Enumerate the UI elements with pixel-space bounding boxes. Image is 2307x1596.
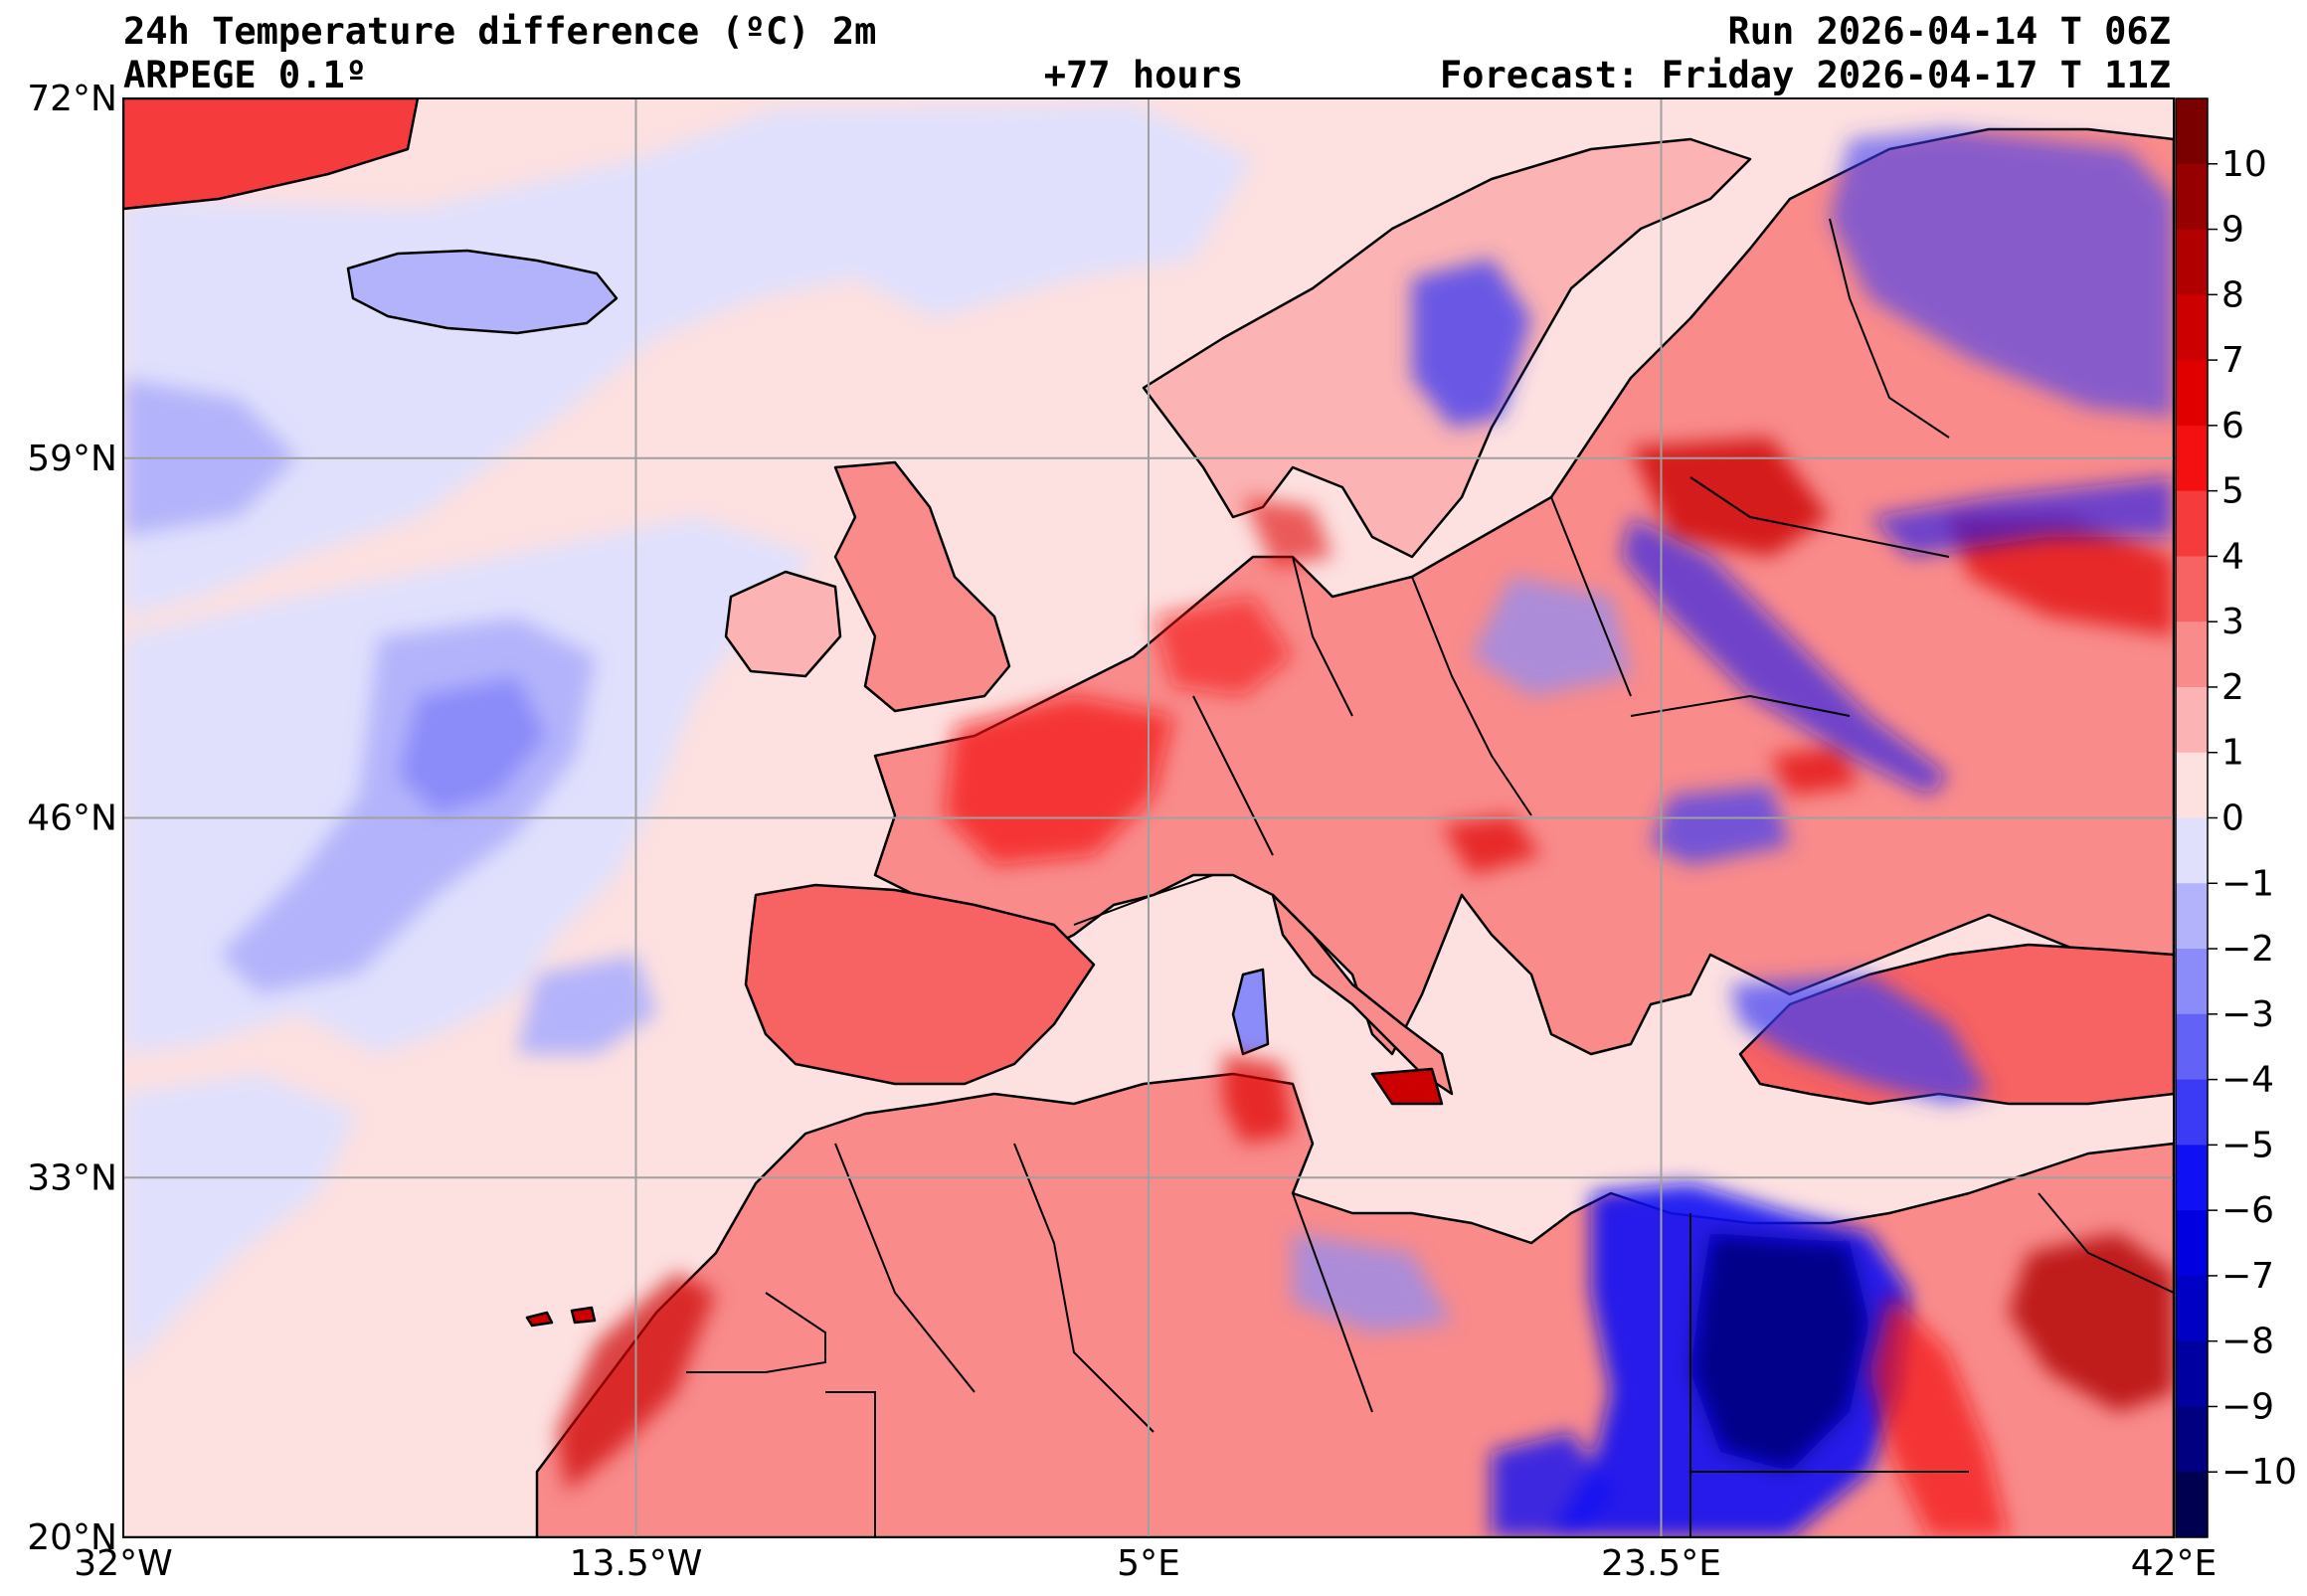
colorbar-swatch [2176,163,2208,231]
colorbar-swatch [2176,556,2208,622]
colorbar-swatch [2176,1013,2208,1081]
colorbar-swatch [2176,229,2208,295]
colorbar-swatch [2176,817,2208,884]
colorbar-label: 10 [2221,144,2267,185]
lon-tick-label: 13.5°W [570,1543,703,1584]
colorbar-swatch [2176,1340,2208,1407]
land-ireland [724,570,842,678]
colorbar-label: −5 [2221,1125,2274,1165]
colorbar-label: 2 [2221,667,2244,708]
lon-tick-labels: 32°W 13.5°W 5°E 23.5°E 42°E [74,1543,2217,1584]
colorbar-swatch [2176,621,2208,688]
colorbar-swatch [2176,883,2208,950]
colorbar-swatch [2176,1275,2208,1342]
title-forecast: Forecast: Friday 2026-04-17 T 11Z [1440,54,2171,96]
land-canaries [525,1311,554,1328]
colorbar-label: −7 [2221,1256,2274,1297]
colorbar-swatch [2176,1079,2208,1146]
colorbar-swatch [2176,490,2208,557]
cooling-zone-egypt [1492,1183,1909,1537]
land-canaries-2 [570,1306,597,1325]
colorbar-label: −8 [2221,1322,2274,1362]
colorbar-label: −6 [2221,1190,2274,1231]
colorbar-swatch [2176,294,2208,361]
colorbar-swatch [2176,752,2208,818]
colorbar-swatch [2176,1210,2208,1277]
lat-tick-label: 33°N [27,1157,117,1198]
colorbar-label: 9 [2221,210,2244,251]
title-run: Run 2026-04-14 T 06Z [1727,10,2171,53]
colorbar-swatch [2176,98,2208,165]
colorbar-label: 7 [2221,340,2244,381]
cooling-zones-land [1293,129,2174,1332]
colorbar-swatch [2176,1472,2208,1538]
lon-tick-label: 42°E [2131,1543,2218,1584]
colorbar-label: −10 [2221,1452,2297,1493]
colorbar [2175,97,2209,1538]
colorbar-label: 4 [2221,536,2244,577]
colorbar-swatch [2176,686,2208,754]
land-iceland [346,249,619,335]
lon-tick-label: 32°W [74,1543,172,1584]
lat-tick-label: 20°N [27,1517,117,1558]
title-lead-time: +77 hours [1044,54,1243,96]
colorbar-label: 8 [2221,274,2244,315]
map-frame [122,97,2175,1538]
colorbar-swatch [2176,360,2208,427]
colorbar-label: −1 [2221,863,2274,904]
lat-tick-label: 46°N [27,798,117,839]
colorbar-label: 6 [2221,406,2244,446]
colorbar-swatch [2176,1145,2208,1211]
cooling-zones-atlantic [123,104,1253,1372]
land-great-britain [833,460,1011,713]
colorbar-swatch [2176,1406,2208,1473]
title-main: 24h Temperature difference (ºC) 2m [123,10,876,53]
land-sicily [1370,1067,1444,1106]
cooling-zone-east-med [1730,975,1989,1104]
map-gridlines [123,98,2174,1537]
lat-tick-label: 59°N [27,439,117,479]
warming-zones [557,438,2174,1492]
lat-tick-label: 72°N [27,79,117,119]
country-borders [686,218,2174,1537]
colorbar-label: 5 [2221,471,2244,512]
colorbar-label: −9 [2221,1386,2274,1427]
colorbar-label: −2 [2221,929,2274,970]
colorbar-label: −3 [2221,994,2274,1035]
colorbar-label: 3 [2221,602,2244,642]
map-panel [123,98,2174,1537]
colorbar-label: −4 [2221,1060,2274,1101]
land-greenland [123,98,420,211]
colorbar-label: 1 [2221,733,2244,774]
colorbar-label: 0 [2221,798,2244,839]
title-model: ARPEGE 0.1º [123,54,367,96]
land-sardinia [1231,968,1270,1056]
colorbar-swatch [2176,425,2208,492]
colorbar-swatch [2176,949,2208,1015]
land-iberia [744,883,1096,1086]
lat-tick-labels: 72°N 59°N 46°N 33°N 20°N [27,79,117,1558]
lon-tick-label: 23.5°E [1601,1543,1721,1584]
lon-tick-label: 5°E [1117,1543,1180,1584]
warming-zone-red-sea [1869,1293,2009,1537]
